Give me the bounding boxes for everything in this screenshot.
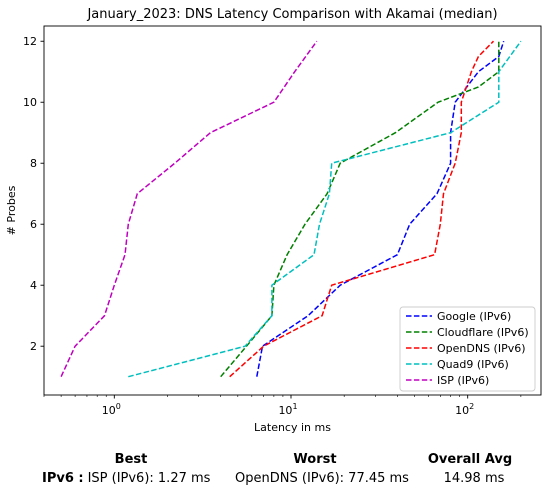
summary-table: Best Worst Overall Avg IPv6 : ISP (IPv6)… [0,448,548,496]
series-line-3 [128,40,522,378]
summary-best-value: ISP (IPv6): 1.27 ms [87,471,211,486]
y-tick-label: 8 [30,157,37,170]
legend-label-2: OpenDNS (IPv6) [437,342,526,355]
series-line-0 [256,40,505,377]
chart-title: January_2023: DNS Latency Comparison wit… [86,7,497,22]
summary-header-best: Best [114,452,148,467]
summary-row-label: IPv6 : [42,471,84,486]
summary-avg-value: 14.98 ms [443,471,505,486]
x-tick-label: 101 [278,402,297,417]
legend-label-4: ISP (IPv6) [437,374,489,387]
plot-frame [43,25,542,396]
y-tick-label: 2 [30,340,37,353]
summary-header-avg: Overall Avg [427,452,513,467]
summary-header-worst: Worst [293,452,337,467]
legend-label-0: Google (IPv6) [437,310,511,323]
y-tick-label: 12 [23,35,37,48]
x-tick-label: 102 [455,402,474,417]
y-axis-label: # Probes [5,185,18,235]
summary-worst-value: OpenDNS (IPv6): 77.45 ms [235,471,409,486]
legend-label-3: Quad9 (IPv6) [437,358,509,371]
series-line-4 [60,40,318,378]
y-tick-label: 4 [30,279,37,292]
legend-label-1: Cloudflare (IPv6) [437,326,529,339]
y-tick-label: 10 [23,96,37,109]
legend-box [399,306,536,392]
y-tick-label: 6 [30,218,37,231]
series-line-2 [229,40,495,378]
x-axis-label: Latency in ms [254,421,331,434]
chart: January_2023: DNS Latency Comparison wit… [5,7,542,434]
x-tick-label: 100 [102,402,121,417]
